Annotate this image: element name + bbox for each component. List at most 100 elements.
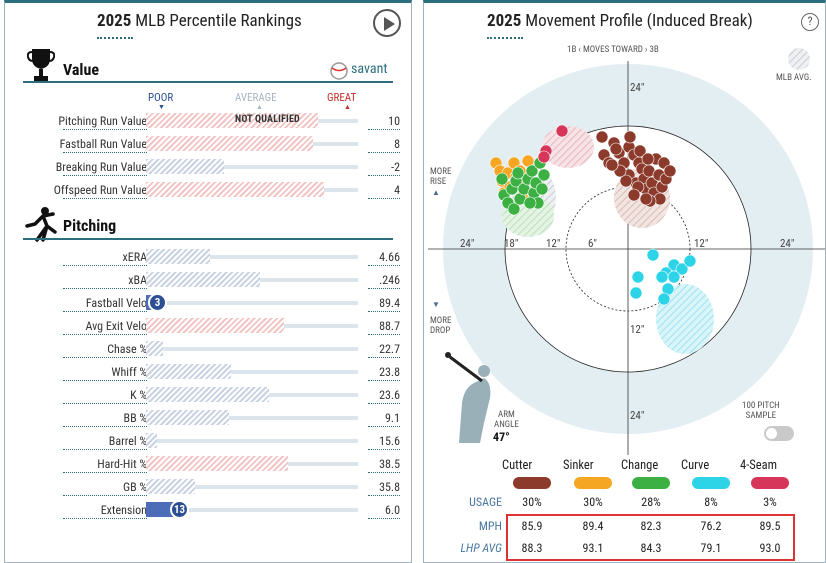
pitcher-icon xyxy=(25,207,57,242)
curve-pitch-dot[interactable] xyxy=(657,292,671,306)
label-underline xyxy=(63,152,147,153)
mph-row-label: MPH xyxy=(478,519,502,533)
usage-value: 8% xyxy=(704,495,718,509)
metric-label: Whiff % xyxy=(111,365,147,379)
curve-pitch-dot[interactable] xyxy=(667,270,681,284)
cutter-pitch-dot[interactable] xyxy=(627,188,641,202)
metric-value: -2 xyxy=(391,160,400,174)
cutter-pitch-dot[interactable] xyxy=(663,164,677,178)
cutter-pitch-dot[interactable] xyxy=(639,192,653,206)
metric-value: 38.5 xyxy=(379,457,400,471)
play-button[interactable] xyxy=(373,9,401,37)
mph-value: 82.3 xyxy=(640,519,662,533)
percentile-row[interactable]: Breaking Run Value -2 xyxy=(45,158,400,178)
fourseam-pitch-dot[interactable] xyxy=(555,124,569,138)
percentile-row[interactable]: Extension 6.0 13 xyxy=(45,500,400,521)
fourseam-pitch-dot[interactable] xyxy=(537,150,551,164)
metric-label: Pitching Run Value xyxy=(58,114,147,128)
percentile-row[interactable]: Chase % 22.7 xyxy=(45,340,400,360)
curve-pitch-dot[interactable] xyxy=(646,248,660,262)
cutter-pitch-dot[interactable] xyxy=(641,152,655,166)
cutter-pitch-dot[interactable] xyxy=(633,144,647,158)
percentile-row[interactable]: Pitching Run Value 10 NOT QUALIFIED xyxy=(45,112,400,132)
change-pitch-dot[interactable] xyxy=(537,168,551,182)
metric-label: Offspeed Run Value xyxy=(53,183,147,197)
percentile-badge: 3 xyxy=(148,293,167,312)
direction-label: 1B ‹ MOVES TOWARD › 3B xyxy=(567,45,659,55)
percentile-bar xyxy=(146,272,260,287)
curve-pitch-dot[interactable] xyxy=(683,254,697,268)
metric-value: 35.8 xyxy=(379,480,400,494)
change-pitch-dot[interactable] xyxy=(495,172,509,186)
value-underline xyxy=(368,380,400,381)
change-pitch-dot[interactable] xyxy=(507,202,521,216)
poor-arrow-icon: ▼ xyxy=(158,103,165,111)
percentile-row[interactable]: Hard-Hit % 38.5 xyxy=(45,455,400,475)
change-pitch-dot[interactable] xyxy=(511,166,525,180)
label-underline xyxy=(63,518,147,519)
percentile-badge: 13 xyxy=(170,500,189,519)
movement-title: 2025 Movement Profile (Induced Break) xyxy=(487,11,753,31)
percentile-track xyxy=(146,439,358,443)
percentile-row[interactable]: Fastball Run Value 8 xyxy=(45,135,400,155)
change-pitch-dot[interactable] xyxy=(523,196,537,210)
percentile-row[interactable]: BB % 9.1 xyxy=(45,409,400,429)
percentile-bar xyxy=(146,159,224,174)
percentile-bar xyxy=(146,456,288,471)
sample-toggle[interactable] xyxy=(764,426,794,441)
average-arrow-icon: ▲ xyxy=(256,103,263,111)
percentile-track xyxy=(146,370,358,374)
lhp-avg-value: 88.3 xyxy=(521,541,543,555)
value-underline xyxy=(368,334,400,335)
movement-title-underline xyxy=(487,37,523,39)
value-underline xyxy=(368,472,400,473)
percentile-row[interactable]: Offspeed Run Value 4 xyxy=(45,181,400,201)
cutter-pitch-dot[interactable] xyxy=(595,130,609,144)
label-underline xyxy=(63,334,147,335)
arm-angle-label: ARM ANGLE xyxy=(494,410,519,430)
metric-label: K % xyxy=(130,388,147,402)
percentile-row[interactable]: Fastball Velo 89.4 3 xyxy=(45,293,400,314)
metric-value: 23.8 xyxy=(379,365,400,379)
percentile-row[interactable]: GB % 35.8 xyxy=(45,478,400,498)
percentile-row[interactable]: Barrel % 15.6 xyxy=(45,432,400,452)
percentile-row[interactable]: K % 23.6 xyxy=(45,386,400,406)
change-pitch-dot[interactable] xyxy=(535,182,549,196)
percentile-row[interactable]: xERA 4.66 xyxy=(45,248,400,268)
percentile-row[interactable]: Whiff % 23.8 xyxy=(45,363,400,383)
cutter-pitch-dot[interactable] xyxy=(619,174,633,188)
percentile-bar xyxy=(146,364,231,379)
curve-pitch-dot[interactable] xyxy=(675,262,689,276)
savant-label[interactable]: savant xyxy=(351,61,388,77)
sinker-color-swatch xyxy=(574,477,612,489)
cutter-pitch-dot[interactable] xyxy=(605,158,619,172)
rise-arrow-icon: ▲ xyxy=(432,188,440,197)
movement-plot xyxy=(428,48,825,455)
not-qualified-label: NOT QUALIFIED xyxy=(235,114,300,125)
great-arrow-icon: ▲ xyxy=(344,103,351,111)
metric-value: 15.6 xyxy=(379,434,400,448)
cutter-pitch-dot[interactable] xyxy=(623,130,637,144)
cutter-pitch-dot[interactable] xyxy=(609,142,623,156)
curve-pitch-dot[interactable] xyxy=(629,286,643,300)
percentile-bar xyxy=(146,410,229,425)
pitch-name: Sinker xyxy=(563,458,594,473)
percentile-bar xyxy=(146,182,324,197)
fourseam-color-swatch xyxy=(751,477,789,489)
percentile-row[interactable]: xBA .246 xyxy=(45,271,400,291)
curve-pitch-dot[interactable] xyxy=(631,270,645,284)
help-icon[interactable]: ? xyxy=(801,13,819,31)
percentile-row[interactable]: Avg Exit Velo 88.7 xyxy=(45,317,400,337)
lhp-avg-value: 84.3 xyxy=(640,541,662,555)
percentile-bar xyxy=(146,249,210,264)
percentile-track xyxy=(146,508,358,512)
percentile-track xyxy=(146,416,358,420)
curve-avg-ellipse xyxy=(656,284,714,354)
pitch-name: Change xyxy=(621,458,659,473)
curve-pitch-dot[interactable] xyxy=(655,270,669,284)
arm-angle-value: 47° xyxy=(493,430,510,444)
change-pitch-dot[interactable] xyxy=(525,164,539,178)
lhp-avg-value: 79.1 xyxy=(700,541,722,555)
mph-value: 89.4 xyxy=(582,519,604,533)
metric-value: 89.4 xyxy=(379,296,400,310)
